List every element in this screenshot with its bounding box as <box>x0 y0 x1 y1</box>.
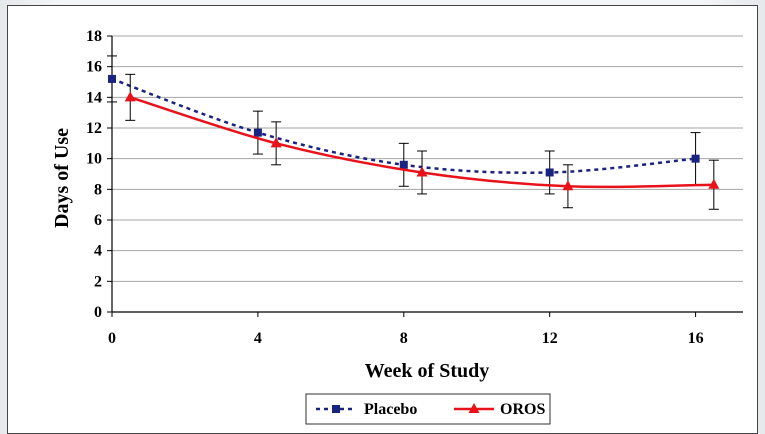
x-tick-label: 0 <box>108 330 116 347</box>
x-tick-label: 12 <box>542 330 558 347</box>
line-chart: 0 2 4 6 8 10 12 14 16 18 0 4 8 12 16 Days of Use Week … <box>8 6 757 433</box>
data-point-placebo <box>108 75 116 83</box>
y-tick-label: 12 <box>86 120 102 137</box>
x-tick-label: 8 <box>400 330 408 347</box>
y-tick-label: 10 <box>86 151 102 168</box>
x-tick-label: 4 <box>254 330 262 347</box>
y-tick-label: 16 <box>86 59 102 76</box>
y-tick-label: 14 <box>86 89 102 106</box>
legend: Placebo OROS <box>306 394 550 424</box>
data-point-placebo <box>400 161 408 169</box>
legend-marker-placebo <box>332 405 340 413</box>
y-tick-label: 18 <box>86 28 102 45</box>
y-tick-label: 4 <box>94 243 102 260</box>
y-tick-label: 8 <box>94 181 102 198</box>
x-tick-label: 16 <box>688 330 704 347</box>
legend-label-placebo: Placebo <box>364 401 417 418</box>
series-placebo <box>107 56 701 194</box>
y-tick-label: 6 <box>94 212 102 229</box>
chart-frame: 0 2 4 6 8 10 12 14 16 18 0 4 8 12 16 Days of Use Week … <box>7 5 758 434</box>
data-point-placebo <box>254 129 262 137</box>
data-point-oros <box>125 91 136 101</box>
data-point-placebo <box>692 155 700 163</box>
y-tick-label: 2 <box>94 273 102 290</box>
y-axis-title: Days of Use <box>51 128 73 228</box>
legend-label-oros: OROS <box>500 401 545 418</box>
y-tick-label: 0 <box>94 304 102 321</box>
data-point-placebo <box>546 168 554 176</box>
x-axis-title: Week of Study <box>365 360 489 382</box>
